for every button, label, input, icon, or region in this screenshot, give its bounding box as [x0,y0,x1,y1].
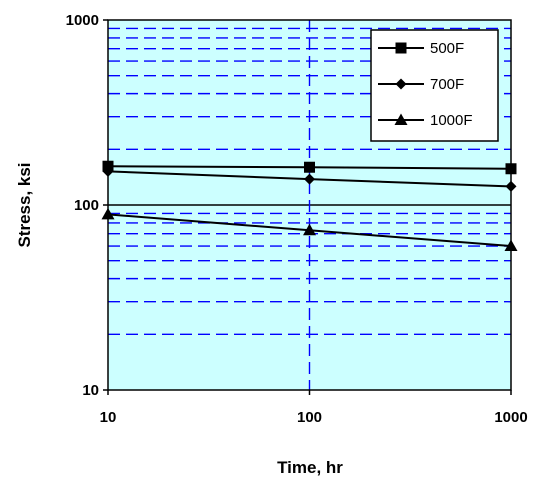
series-700f [102,165,517,192]
data-point-500f [505,163,517,175]
y-tick-label: 1000 [66,12,99,29]
legend-marker-700f [395,78,407,90]
x-axis-title: Time, hr [277,458,343,477]
y-tick-label: 10 [82,382,99,399]
y-tick-label: 100 [74,197,99,214]
series-layer [101,160,518,252]
x-tick-label: 100 [297,409,322,426]
series-1000f [101,207,518,252]
y-axis-ticks: 10 100 1000 [66,12,108,399]
legend-item-500f: 500F [378,40,464,57]
legend: 500F 700F 1000F [370,29,499,142]
legend-marker-1000f [394,113,408,125]
data-point-1000f [101,207,115,220]
x-axis-ticks: 10 100 1000 [100,390,528,426]
legend-marker-500f [395,42,407,54]
data-point-500f [304,161,315,173]
legend-label-500f: 500F [430,40,464,57]
y-axis-title: Stress, ksi [15,162,34,247]
legend-item-1000f: 1000F [378,112,473,129]
x-tick-label: 10 [100,409,117,426]
data-point-700f [505,180,517,192]
data-point-1000f [303,223,316,236]
legend-item-700f: 700F [378,76,464,93]
legend-label-1000f: 1000F [430,112,473,129]
legend-label-700f: 700F [430,76,464,93]
x-tick-label: 1000 [494,409,527,426]
data-point-700f [102,165,114,177]
legend-box [370,29,499,142]
data-point-700f [304,173,315,185]
data-point-1000f [504,239,518,252]
